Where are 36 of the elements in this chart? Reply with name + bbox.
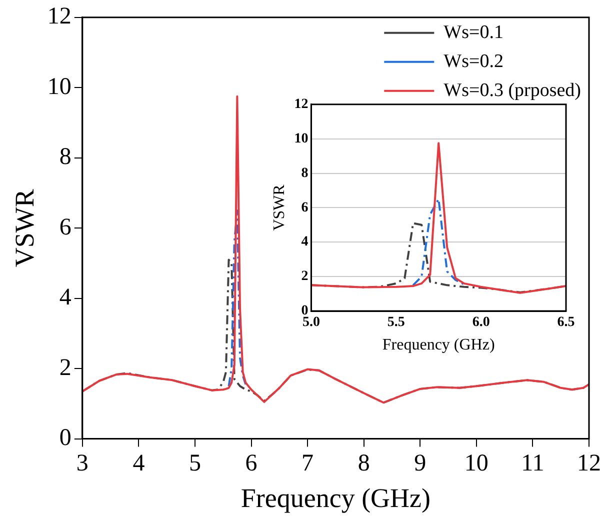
y-tick-label: 4 xyxy=(59,284,72,311)
y-tick-label: 4 xyxy=(301,234,308,250)
y-tick-label: 12 xyxy=(47,4,72,30)
x-tick-label: 8 xyxy=(358,450,370,476)
x-axis-title: Frequency (GHz) xyxy=(382,336,495,354)
y-tick-label: 2 xyxy=(59,354,72,381)
y-tick-label: 6 xyxy=(301,200,308,216)
x-tick-label: 12 xyxy=(577,450,601,476)
y-tick-label: 10 xyxy=(47,74,72,100)
y-tick-label: 2 xyxy=(301,269,308,284)
line-series xyxy=(412,198,466,286)
x-tick-label: 7 xyxy=(302,450,314,476)
x-tick-label: 10 xyxy=(464,450,488,476)
x-tick-label: 5 xyxy=(188,450,201,476)
x-tick-label: 5.0 xyxy=(302,315,320,330)
x-tick-label: 6 xyxy=(245,450,258,476)
x-tick-label: 5.5 xyxy=(387,315,405,330)
y-tick-label: 12 xyxy=(294,97,308,112)
x-axis-title: Frequency (GHz) xyxy=(240,482,431,513)
legend-label: Ws=0.1 xyxy=(444,22,504,43)
legend-label: Ws=0.2 xyxy=(444,50,504,72)
y-tick-label: 6 xyxy=(59,214,72,240)
line-series xyxy=(228,210,247,388)
y-tick-label: 10 xyxy=(294,131,308,146)
x-tick-label: 9 xyxy=(414,450,426,476)
x-tick-label: 11 xyxy=(521,450,544,476)
y-axis-title: VSWR xyxy=(9,189,40,268)
x-tick-label: 6.0 xyxy=(472,315,490,330)
x-tick-label: 3 xyxy=(76,450,88,476)
x-tick-label: 6.5 xyxy=(557,315,575,330)
legend-label: Ws=0.3 (prposed) xyxy=(444,80,582,101)
y-axis-title: VSWR xyxy=(270,184,288,231)
x-tick-label: 4 xyxy=(132,450,145,476)
y-tick-label: 0 xyxy=(59,425,72,452)
y-tick-label: 8 xyxy=(301,166,308,181)
y-tick-label: 8 xyxy=(59,144,72,170)
